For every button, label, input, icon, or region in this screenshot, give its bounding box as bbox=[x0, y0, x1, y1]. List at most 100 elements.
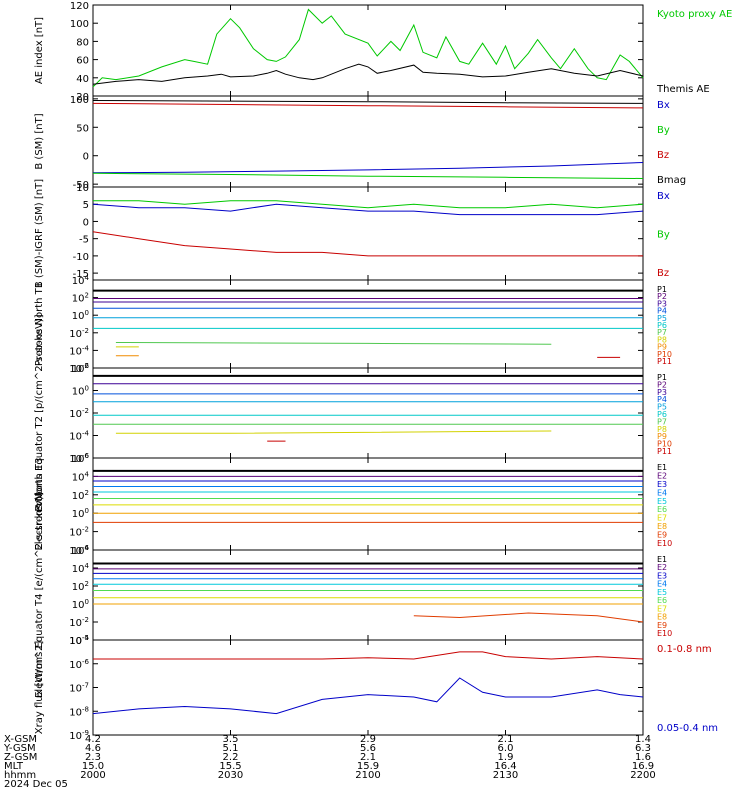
legend-entry: E8 bbox=[657, 613, 667, 622]
y-tick-label: 10-2 bbox=[69, 526, 89, 539]
ephem-row-label: 2024 Dec 05 bbox=[4, 779, 68, 790]
legend-entry: E10 bbox=[657, 539, 672, 548]
y-tick-label: 10-6 bbox=[69, 452, 89, 465]
y-axis-label: B (SM)-IGRF (SM) [nT] bbox=[34, 179, 45, 288]
ephem-value: 4.6 bbox=[85, 743, 101, 754]
legend-entry: E5 bbox=[657, 588, 667, 597]
y-tick-label: 10-5 bbox=[69, 634, 89, 647]
legend-entry: 0.05-0.4 nm bbox=[657, 723, 718, 734]
ephem-value: 2.9 bbox=[360, 734, 376, 745]
legend-entry: E1 bbox=[657, 463, 667, 472]
y-tick-label: 10-4 bbox=[69, 634, 89, 647]
legend-entry: E6 bbox=[657, 596, 667, 605]
series-line-9 bbox=[413, 612, 644, 623]
ephem-value: 2.3 bbox=[85, 752, 101, 763]
legend-entry: P7 bbox=[657, 417, 667, 426]
y-tick-label: 10-6 bbox=[69, 658, 89, 671]
panel-3: 10 5 0 -5 -10 -15 B (SM)-IGRF (SM) [nT] Bx By Bz bbox=[34, 179, 670, 288]
ephem-value: 15.9 bbox=[357, 761, 379, 772]
ephem-value: 2.1 bbox=[360, 752, 376, 763]
series-line-7 bbox=[115, 342, 552, 345]
y-tick-label: 10-4 bbox=[69, 544, 89, 557]
y-tick-label: 50 bbox=[76, 123, 89, 134]
ephem-value: 1.6 bbox=[635, 752, 651, 763]
y-axis-label: Electrons Equator T4 [e/(cm^2-s-sr-keV)] bbox=[34, 492, 45, 698]
legend-entry: E5 bbox=[657, 497, 667, 506]
y-tick-label: 120 bbox=[70, 1, 89, 12]
panel-8: 10-5 10-6 10-7 10-8 10-9 Xray flux [W/m^2] 0.1… bbox=[34, 634, 718, 742]
legend-entry: 0.1-0.8 nm bbox=[657, 644, 712, 655]
legend-entry: E9 bbox=[657, 531, 667, 540]
series-line-1 bbox=[92, 100, 644, 104]
y-tick-label: 102 bbox=[72, 489, 89, 502]
legend-entry: E4 bbox=[657, 488, 667, 497]
ephem-row-label: Y-GSM bbox=[3, 743, 36, 754]
series-line-2 bbox=[92, 63, 644, 85]
y-tick-label: 100 bbox=[72, 507, 89, 520]
ephem-value: 6.0 bbox=[498, 743, 514, 754]
ephem-value: 15.5 bbox=[219, 761, 241, 772]
legend-entry: P9 bbox=[657, 343, 667, 352]
ephem-value: 2030 bbox=[218, 770, 243, 781]
series-line-2 bbox=[92, 102, 644, 109]
ephem-value: 2130 bbox=[493, 770, 518, 781]
legend-entry: P2 bbox=[657, 292, 667, 301]
series-line-7 bbox=[115, 430, 552, 434]
series-line-2 bbox=[92, 203, 644, 216]
y-tick-label: 0 bbox=[83, 217, 89, 228]
y-tick-label: 80 bbox=[76, 37, 89, 48]
ephem-value: 16.4 bbox=[494, 761, 516, 772]
legend-entry: Bz bbox=[657, 150, 669, 161]
legend-entry: E1 bbox=[657, 555, 667, 564]
ephem-value: 1.4 bbox=[635, 734, 651, 745]
y-tick-label: 100 bbox=[72, 598, 89, 611]
ephem-row-label: hhmm bbox=[4, 770, 36, 781]
y-tick-label: 20 bbox=[76, 92, 89, 103]
y-axis-label: Xray flux [W/m^2] bbox=[34, 641, 45, 735]
y-tick-label: 10-6 bbox=[69, 362, 89, 375]
legend-entry: E2 bbox=[657, 563, 667, 572]
ephem-value: 2.1 bbox=[498, 734, 514, 745]
series-line-4 bbox=[92, 172, 644, 179]
legend-entry: P11 bbox=[657, 447, 672, 456]
y-tick-label: 100 bbox=[72, 385, 89, 398]
y-tick-label: 102 bbox=[72, 580, 89, 593]
y-tick-label: 10-9 bbox=[69, 729, 89, 742]
y-axis-label: Protons North T1 bbox=[34, 282, 45, 366]
y-tick-label: 100 bbox=[70, 95, 89, 106]
y-tick-label: 10 bbox=[76, 183, 89, 194]
y-tick-label: 10-4 bbox=[69, 430, 89, 443]
legend-entry: P5 bbox=[657, 314, 667, 323]
y-tick-label: 40 bbox=[76, 74, 89, 85]
legend-entry: P10 bbox=[657, 440, 672, 449]
y-tick-label: 10-8 bbox=[69, 705, 89, 718]
legend-entry: P8 bbox=[657, 335, 667, 344]
legend-entry: P6 bbox=[657, 410, 667, 419]
legend-entry: E7 bbox=[657, 514, 667, 523]
legend-entry: Kyoto proxy AE bbox=[657, 9, 732, 20]
y-tick-label: 10-4 bbox=[69, 344, 89, 357]
legend-entry: P10 bbox=[657, 350, 672, 359]
legend-entry: By bbox=[657, 125, 670, 136]
y-tick-label: 0 bbox=[83, 152, 89, 163]
y-tick-label: 106 bbox=[72, 544, 90, 557]
y-axis-label: AE index [nT] bbox=[34, 17, 45, 84]
legend-entry: P3 bbox=[657, 299, 667, 308]
series-line-1 bbox=[93, 651, 644, 660]
legend-entry: P4 bbox=[657, 307, 667, 316]
legend-entry: Bmag bbox=[657, 175, 686, 186]
series-line-1 bbox=[93, 200, 644, 209]
legend-entry: P5 bbox=[657, 403, 667, 412]
y-tick-label: -15 bbox=[73, 269, 89, 280]
legend-entry: P1 bbox=[657, 373, 667, 382]
series-line-2 bbox=[92, 677, 644, 715]
legend-entry: E9 bbox=[657, 621, 667, 630]
legend-entry: E7 bbox=[657, 604, 667, 613]
y-axis-label: B (SM) [nT] bbox=[34, 113, 45, 169]
y-tick-label: -50 bbox=[73, 180, 89, 191]
series-line-3 bbox=[92, 162, 644, 174]
legend-entry: P1 bbox=[657, 285, 667, 294]
